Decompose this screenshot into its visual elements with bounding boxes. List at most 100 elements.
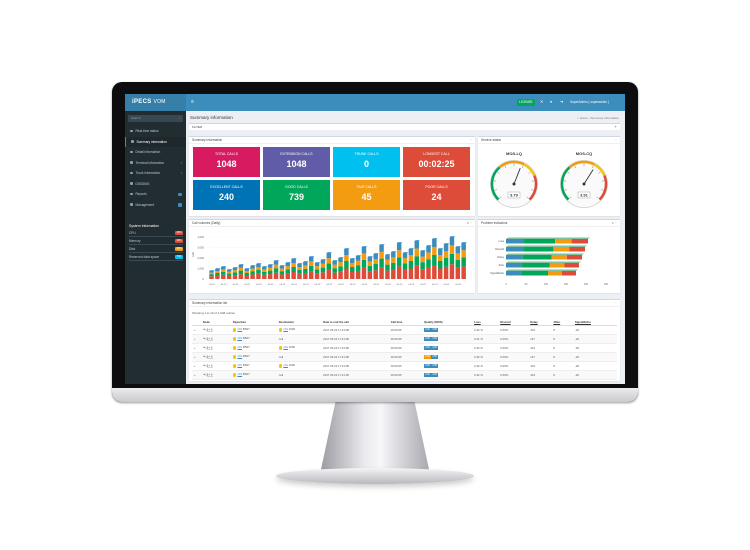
summary-list-title: Summary information list — [192, 301, 228, 305]
departure-link[interactable]: 101 — [237, 363, 243, 368]
stat-value: 24 — [431, 192, 442, 202]
stat-tile-total-calls[interactable]: TOTAL CALLS 1048 — [193, 147, 260, 177]
stat-tile-good-calls[interactable]: GOOD CALLS 739 — [263, 180, 330, 210]
delay-cell: 104 — [528, 343, 552, 353]
bar-segment — [391, 252, 396, 258]
bar-segment — [308, 271, 314, 279]
sidebar-item-terminal-information[interactable]: Terminal information ‹ — [125, 158, 186, 169]
bell-icon[interactable]: ♦ — [550, 99, 553, 104]
sidebar-item-detail-information[interactable]: Detail information — [125, 147, 186, 158]
x-tick-label: 04-23 — [373, 284, 379, 286]
stat-tile-poor-calls[interactable]: POOR CALLS 24 — [403, 180, 470, 210]
bar-segment — [332, 264, 337, 269]
bar-segment — [367, 257, 373, 262]
column-header[interactable]: Destination — [276, 319, 322, 326]
bar-top — [285, 262, 291, 263]
expand-row-icon[interactable]: + — [192, 370, 201, 380]
sidebar-search-input[interactable]: Search ⌕ — [128, 115, 183, 122]
column-header[interactable]: Loss — [472, 319, 499, 326]
bar-segment — [244, 273, 249, 276]
table-row[interactable]: + ᄇ테스트 101 BS07 101 1000 2017.06.23 17:2… — [192, 343, 617, 353]
collapse-icon[interactable]: − — [470, 138, 472, 142]
bar-top — [344, 248, 350, 249]
box-tools-icon[interactable]: ⬇ − — [466, 221, 472, 225]
table-row[interactable]: + ᄇ테스트 101 BS07 101 1000 2017.06.23 17:2… — [192, 361, 617, 371]
table-row[interactable]: + ᄇ테스트 101 BS07 null 2017.06.23 17:21:08… — [192, 334, 617, 344]
expand-row-icon[interactable]: + — [192, 325, 201, 335]
x-tick-label: 04-23 — [303, 284, 309, 286]
expand-filter-icon[interactable]: + — [614, 124, 617, 129]
filter-bar[interactable]: FILTER + — [189, 123, 620, 130]
departure-link[interactable]: 101 — [237, 354, 243, 359]
table-row[interactable]: + ᄇ테스트 101 BS07 101 1000 2017.06.23 17:2… — [192, 325, 617, 335]
column-header[interactable]: Date to end the call — [321, 319, 389, 326]
bar-segment — [308, 257, 314, 262]
stat-tile-longest-call[interactable]: LONGEST CALL 00:02:25 — [403, 147, 470, 177]
sidebar-item-reports[interactable]: Reports — [125, 189, 186, 200]
bar-segment — [350, 259, 355, 263]
column-header[interactable]: Jitter — [551, 319, 573, 326]
column-header[interactable]: Call time — [388, 319, 423, 326]
tools-icon[interactable]: ✕ — [540, 99, 544, 104]
column-header[interactable]: Discard — [498, 319, 529, 326]
expand-row-icon[interactable]: + — [192, 361, 201, 371]
sidebar-item-summary-information[interactable]: Summary information — [125, 136, 186, 147]
departure-link[interactable]: 101 — [237, 345, 243, 350]
column-header[interactable]: Node — [200, 319, 231, 326]
logout-icon[interactable]: ➜ — [560, 99, 564, 104]
bar-segment — [443, 244, 449, 251]
node-cell: ᄇ테스트 — [200, 352, 231, 362]
destination-link[interactable]: 101 — [283, 363, 288, 368]
sidebar-item-trunk-information[interactable]: Trunk information ‹ — [125, 168, 186, 179]
sidebar-item-real-time-status[interactable]: Real-time status — [125, 126, 186, 137]
sidebar: Search ⌕ Real-time status Summary informa… — [125, 111, 186, 384]
sidebar-item-did-dnis[interactable]: DID/DNIS — [125, 179, 186, 190]
column-header[interactable]: Signal/Echo — [572, 319, 617, 326]
bar-top — [314, 262, 321, 263]
search-icon[interactable]: ⌕ — [179, 116, 181, 120]
stat-tile-extension-calls[interactable]: EXTENSION CALLS 1048 — [263, 147, 330, 177]
bar-segment — [432, 247, 437, 255]
collapse-icon[interactable]: − — [615, 138, 617, 142]
x-tick-label: 04-23 — [268, 284, 274, 286]
expand-row-icon[interactable]: + — [192, 343, 201, 353]
table-row[interactable]: + ᄇ테스트 101 BS07 null 2017.06.23 17:21:08… — [192, 352, 617, 362]
bar-segment — [320, 263, 326, 268]
x-tick-label: 200 — [584, 283, 589, 286]
stat-tile-excellent-calls[interactable]: EXCELLENT CALLS 240 — [193, 180, 260, 210]
node-cell: ᄇ테스트 — [200, 334, 231, 344]
bar-top — [506, 245, 587, 247]
menu-toggle-icon[interactable]: ≡ — [191, 99, 194, 105]
box-tools-icon[interactable]: ⬇ − — [611, 221, 617, 225]
expand-row-icon[interactable]: + — [192, 352, 201, 362]
destination-link[interactable]: 101 — [283, 345, 288, 350]
bar-segment — [414, 241, 419, 249]
table-row[interactable]: + ᄇ테스트 101 BS07 null 2017.06.23 17:21:08… — [192, 370, 617, 380]
departure-link[interactable]: 101 — [237, 336, 243, 341]
user-menu[interactable]: SuperAdmin ( superadmin ) — [570, 100, 609, 104]
stat-label: TRUNK CALLS — [354, 152, 379, 156]
departure-link[interactable]: 101 — [237, 372, 243, 377]
stat-tile-trunk-calls[interactable]: TRUNK CALLS 0 — [333, 147, 400, 177]
sidebar-item-management[interactable]: Management — [125, 200, 186, 211]
app-logo[interactable]: iPECS VOM — [125, 94, 186, 111]
column-header[interactable]: Departure — [230, 319, 277, 326]
column-header[interactable]: Quality (MOS) — [422, 319, 473, 326]
jitter-cell: 8 — [551, 343, 573, 353]
bar-segment — [232, 268, 238, 271]
breadcrumb[interactable]: ⌂ Home › Summary information — [577, 116, 619, 120]
column-header[interactable]: Delay — [528, 319, 552, 326]
destination-link[interactable]: 101 — [283, 327, 288, 332]
bar-segment — [555, 239, 572, 244]
license-button[interactable]: LICENSE — [517, 99, 535, 106]
collapse-icon[interactable]: − — [615, 301, 617, 305]
gauge-band — [498, 160, 525, 169]
expand-row-icon[interactable]: + — [192, 334, 201, 344]
stat-label: EXTENSION CALLS — [280, 152, 313, 156]
departure-link[interactable]: 101 — [237, 327, 243, 332]
bar-segment — [455, 259, 461, 268]
bar-segment — [326, 258, 332, 264]
stat-tile-fair-calls[interactable]: FAIR CALLS 45 — [333, 180, 400, 210]
bar-segment — [461, 257, 466, 267]
gauge-value-box — [577, 191, 591, 199]
